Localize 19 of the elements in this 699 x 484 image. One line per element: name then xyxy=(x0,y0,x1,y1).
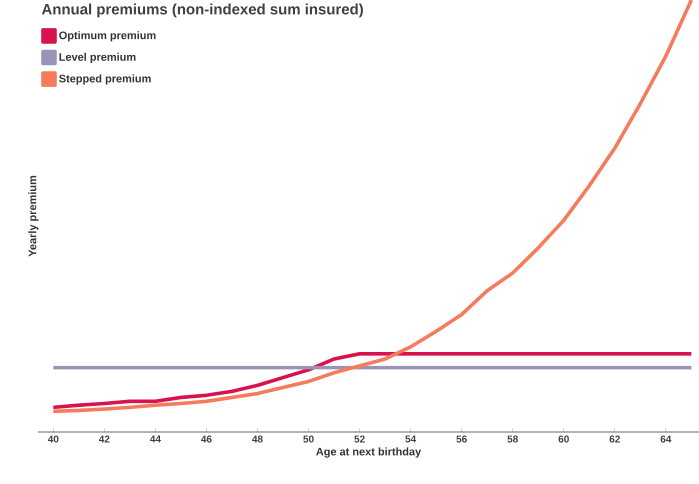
x-tick-label: 64 xyxy=(660,436,672,443)
x-tick-label: 52 xyxy=(354,436,365,443)
legend-label: Optimum premium xyxy=(59,31,156,42)
x-tick-label: 62 xyxy=(610,436,620,443)
legend-label: Level premium xyxy=(60,52,136,63)
legend-label: Stepped premium xyxy=(59,74,151,85)
y-axis-title: Yearly premium xyxy=(28,176,38,257)
x-tick-label: 54 xyxy=(405,436,416,442)
x-tick-label: 60 xyxy=(558,436,569,443)
x-tick-label: 46 xyxy=(201,436,212,443)
x-tick-label: 56 xyxy=(456,436,467,443)
x-axis-title: Age at next birthday xyxy=(316,447,422,458)
x-tick-label: 44 xyxy=(150,436,161,442)
x-tick-label: 58 xyxy=(507,436,518,443)
x-tick-label: 50 xyxy=(303,436,314,443)
x-tick-label: 48 xyxy=(252,436,263,443)
chart-title: Annual premiums (non-indexed sum insured) xyxy=(42,4,363,18)
x-tick-label: 42 xyxy=(98,436,110,442)
x-tick-label: 40 xyxy=(48,436,58,443)
